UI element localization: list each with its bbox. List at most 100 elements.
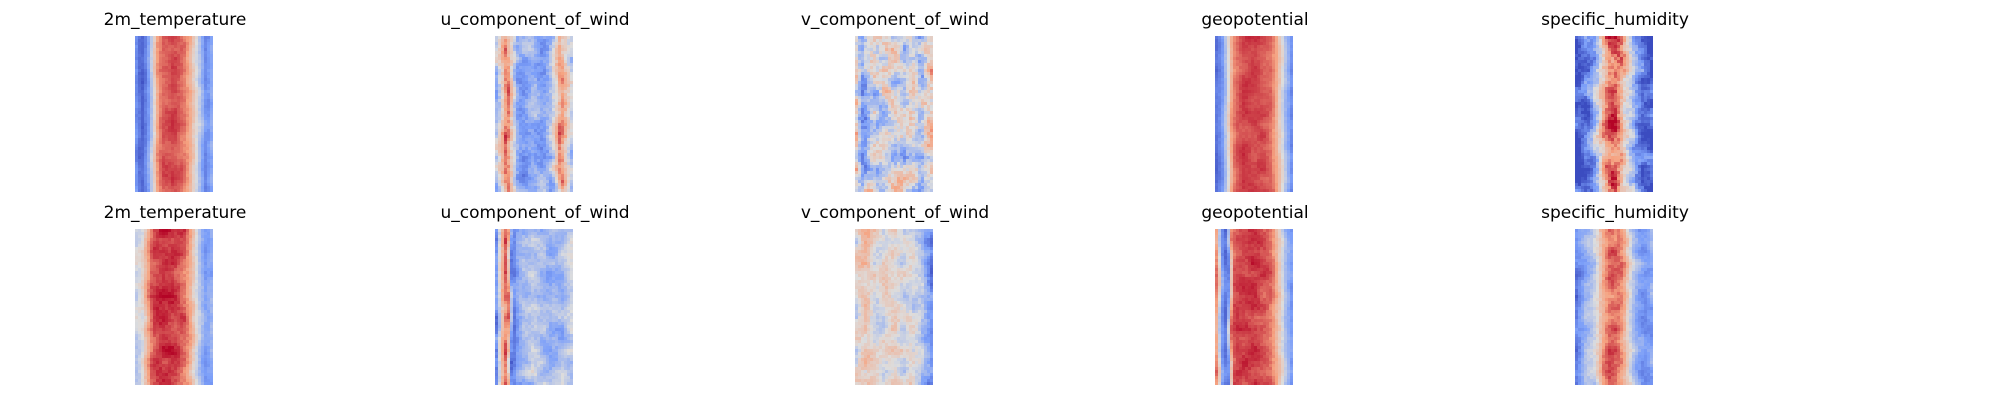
heatmap-cell (906, 87, 910, 91)
heatmap-cell (1281, 123, 1285, 127)
heatmap-cell (498, 87, 502, 91)
heatmap-cell (1266, 132, 1270, 136)
heatmap-cell (198, 51, 202, 55)
heatmap-cell (534, 126, 538, 130)
heatmap-cell (567, 57, 571, 61)
heatmap-cell (1245, 129, 1249, 133)
heatmap-cell (924, 132, 928, 136)
heatmap-cell (498, 138, 502, 142)
heatmap-cell (540, 156, 544, 160)
heatmap-cell (201, 156, 205, 160)
heatmap-cell (519, 171, 523, 175)
heatmap-cell (1269, 54, 1273, 58)
heatmap-cell (1239, 138, 1243, 142)
heatmap-cell (564, 60, 568, 64)
heatmap-cell (570, 168, 573, 172)
heatmap-cell (519, 177, 523, 181)
heatmap-cell (906, 126, 910, 130)
heatmap-cell (1230, 102, 1234, 106)
heatmap-cell (552, 36, 556, 40)
heatmap-cell (528, 60, 532, 64)
heatmap-cell (555, 111, 559, 115)
heatmap-cell (513, 180, 517, 184)
heatmap-cell (879, 102, 883, 106)
heatmap-cell (159, 48, 163, 52)
heatmap-cell (1224, 129, 1228, 133)
heatmap-cell (156, 129, 160, 133)
heatmap-cell (186, 78, 190, 82)
heatmap-cell (543, 42, 547, 46)
heatmap-cell (570, 132, 573, 136)
heatmap-cell (1245, 138, 1249, 142)
heatmap-cell (891, 150, 895, 154)
heatmap-cell (885, 141, 889, 145)
heatmap-cell (186, 153, 190, 157)
heatmap-cell (564, 189, 568, 192)
heatmap-cell (1224, 96, 1228, 100)
heatmap-cell (549, 36, 553, 40)
heatmap-cell (156, 114, 160, 118)
heatmap-cell (162, 153, 166, 157)
heatmap-cell (903, 168, 907, 172)
heatmap-cell (924, 183, 928, 187)
heatmap-cell (168, 84, 172, 88)
heatmap-cell (882, 171, 886, 175)
heatmap-cell (507, 54, 511, 58)
heatmap-cell (1263, 126, 1267, 130)
heatmap-cell (528, 54, 532, 58)
heatmap-cell (168, 129, 172, 133)
heatmap-cell (873, 57, 877, 61)
heatmap-cell (885, 117, 889, 121)
heatmap-cell (210, 60, 213, 64)
heatmap-cell (195, 117, 199, 121)
heatmap-cell (570, 111, 573, 115)
heatmap-cell (513, 66, 517, 70)
heatmap-cell (555, 102, 559, 106)
heatmap-cell (150, 66, 154, 70)
heatmap-cell (546, 39, 550, 43)
heatmap-cell (150, 189, 154, 192)
heatmap-cell (1278, 36, 1282, 40)
heatmap-cell (516, 54, 520, 58)
heatmap-cell (201, 138, 205, 142)
heatmap-cell (537, 159, 541, 163)
heatmap-cell (168, 102, 172, 106)
heatmap-cell (1251, 84, 1255, 88)
heatmap-cell (1266, 60, 1270, 64)
heatmap-cell (516, 96, 520, 100)
heatmap-cell (531, 138, 535, 142)
heatmap-cell (531, 48, 535, 52)
heatmap-cell (912, 168, 916, 172)
heatmap-cell (918, 183, 922, 187)
heatmap-cell (201, 129, 205, 133)
heatmap-cell (867, 75, 871, 79)
heatmap-cell (135, 117, 139, 121)
heatmap-cell (909, 111, 913, 115)
heatmap-cell (150, 177, 154, 181)
heatmap-cell (165, 159, 169, 163)
heatmap-cell (912, 108, 916, 112)
heatmap-cell (186, 147, 190, 151)
heatmap-cell (180, 96, 184, 100)
heatmap-cell (192, 45, 196, 49)
heatmap-cell (909, 141, 913, 145)
heatmap-cell (912, 60, 916, 64)
heatmap-cell (201, 189, 205, 192)
heatmap-cell (534, 180, 538, 184)
heatmap-cell (150, 87, 154, 91)
heatmap-cell (1281, 57, 1285, 61)
heatmap-cell (912, 42, 916, 46)
heatmap-cell (204, 171, 208, 175)
heatmap-cell (1254, 96, 1258, 100)
heatmap-cell (513, 57, 517, 61)
heatmap-cell (567, 87, 571, 91)
heatmap-cell (156, 90, 160, 94)
heatmap-cell (900, 57, 904, 61)
heatmap-cell (495, 132, 499, 136)
heatmap-cell (525, 168, 529, 172)
heatmap-cell (138, 69, 142, 73)
heatmap-cell (522, 159, 526, 163)
heatmap-cell (144, 132, 148, 136)
heatmap-cell (1257, 138, 1261, 142)
heatmap-cell (186, 168, 190, 172)
